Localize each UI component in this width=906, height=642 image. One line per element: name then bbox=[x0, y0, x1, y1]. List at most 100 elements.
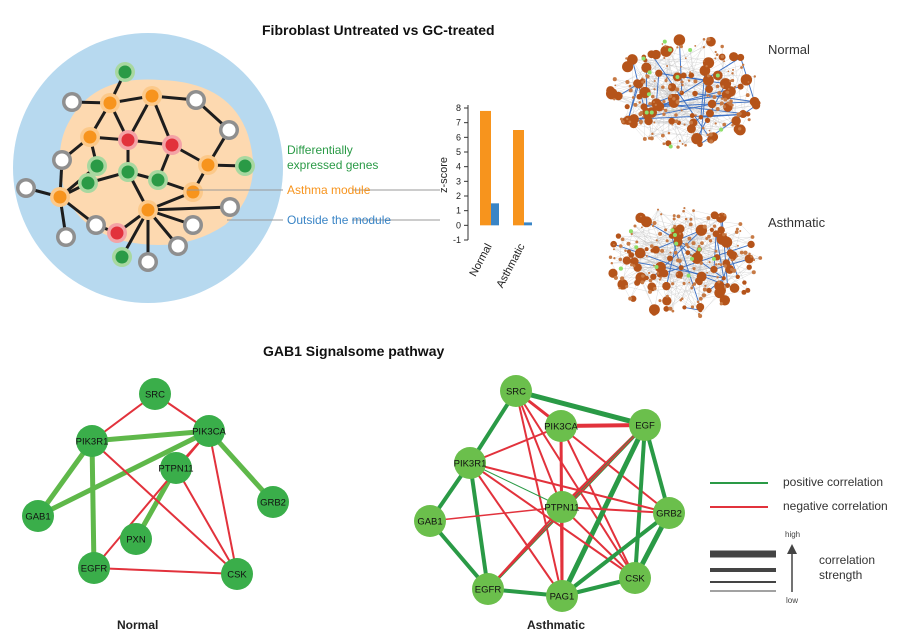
network-de-node bbox=[649, 110, 654, 115]
network-node bbox=[706, 37, 711, 42]
network-edge bbox=[740, 223, 753, 238]
network-node bbox=[705, 109, 714, 118]
network-node bbox=[624, 104, 630, 110]
gene-node-ptpn11 bbox=[160, 452, 192, 484]
network-node bbox=[682, 305, 687, 310]
gene-node-gab1 bbox=[414, 505, 446, 537]
pathway-edge bbox=[515, 390, 563, 508]
network-node bbox=[664, 45, 667, 48]
network-module-edge bbox=[640, 252, 728, 286]
network-node bbox=[721, 85, 725, 88]
network-node bbox=[612, 248, 615, 251]
network-edge bbox=[657, 209, 717, 265]
gene-node-csk bbox=[619, 562, 651, 594]
pathway-edge bbox=[36, 428, 211, 519]
network-node bbox=[640, 103, 648, 111]
network-node bbox=[697, 312, 701, 316]
network-edge bbox=[652, 218, 675, 251]
network-de-node bbox=[662, 39, 667, 44]
module-node bbox=[53, 190, 67, 204]
network-node bbox=[680, 277, 682, 280]
gene-node-src bbox=[139, 378, 171, 410]
network-node bbox=[622, 256, 632, 265]
module-node bbox=[165, 138, 179, 152]
legend-strength-text-1: correlation bbox=[819, 553, 876, 567]
module-node bbox=[118, 65, 132, 79]
gene-label: PTPN11 bbox=[158, 464, 193, 475]
network-node bbox=[638, 101, 641, 104]
network-node bbox=[706, 287, 712, 294]
network-node bbox=[719, 78, 732, 90]
network-edge bbox=[646, 248, 718, 278]
gene-node-grb2 bbox=[257, 486, 289, 518]
network-edge bbox=[742, 81, 749, 115]
network-node bbox=[644, 275, 649, 281]
network-de-node bbox=[715, 73, 720, 78]
gene-node-pik3ca bbox=[545, 410, 577, 442]
network-node bbox=[734, 230, 739, 234]
network-node bbox=[608, 268, 618, 278]
network-node bbox=[704, 284, 707, 288]
network-de-node bbox=[675, 74, 680, 79]
y-tick-label: 0 bbox=[456, 220, 461, 230]
network-node bbox=[633, 224, 637, 228]
network-edge bbox=[684, 207, 705, 227]
network-node bbox=[643, 78, 646, 82]
network-edge bbox=[610, 57, 665, 91]
network-node bbox=[716, 276, 719, 279]
gene-label: GAB1 bbox=[25, 512, 50, 523]
network-node bbox=[619, 117, 623, 121]
network-node bbox=[689, 254, 692, 257]
module-node bbox=[238, 159, 252, 173]
gene-node-csk bbox=[221, 558, 253, 590]
network-node bbox=[719, 101, 724, 106]
network-de-node bbox=[673, 232, 678, 237]
network-node bbox=[641, 80, 645, 84]
network-node bbox=[702, 57, 715, 69]
pathway-edge bbox=[561, 506, 670, 514]
network-node bbox=[674, 113, 678, 117]
network-node bbox=[654, 103, 657, 106]
network-node bbox=[703, 293, 707, 297]
network-node bbox=[680, 72, 687, 79]
network-edge bbox=[703, 39, 733, 81]
bar-asthma-module bbox=[480, 110, 491, 226]
network-node bbox=[620, 237, 625, 242]
network-node bbox=[668, 94, 673, 99]
pathway-edge bbox=[515, 388, 646, 428]
y-tick-label: 7 bbox=[456, 118, 461, 128]
network-module-edge bbox=[713, 258, 750, 270]
network-node bbox=[665, 140, 672, 147]
network-node bbox=[668, 117, 676, 125]
network-node bbox=[628, 88, 633, 93]
network-node bbox=[651, 98, 662, 109]
network-node bbox=[633, 102, 638, 107]
legend-differential-line2: expressed genes bbox=[287, 158, 379, 172]
y-tick-label: 1 bbox=[456, 206, 461, 216]
network-node bbox=[706, 271, 708, 274]
network-node bbox=[697, 141, 703, 148]
network-edge bbox=[680, 300, 700, 315]
strength-arrow-head-icon bbox=[787, 544, 797, 554]
pathway-edge bbox=[515, 390, 563, 597]
legend-low-text: low bbox=[786, 596, 799, 605]
network-node bbox=[631, 96, 635, 99]
network-node bbox=[689, 71, 692, 74]
module-node bbox=[115, 250, 129, 264]
network-node bbox=[758, 256, 763, 260]
network-node bbox=[698, 308, 703, 313]
network-node bbox=[739, 250, 744, 255]
network-node bbox=[642, 115, 645, 118]
network-node bbox=[687, 236, 692, 241]
network-node bbox=[742, 280, 747, 285]
gene-label: PXN bbox=[126, 535, 146, 546]
network-node bbox=[632, 264, 636, 268]
network-node bbox=[714, 287, 725, 299]
network-module-edge bbox=[627, 84, 640, 121]
network-node bbox=[621, 120, 625, 124]
network-node bbox=[628, 120, 632, 124]
network-de-node bbox=[719, 127, 724, 132]
module-node bbox=[89, 218, 103, 232]
network-de-node bbox=[711, 256, 716, 261]
network-node bbox=[728, 88, 730, 90]
